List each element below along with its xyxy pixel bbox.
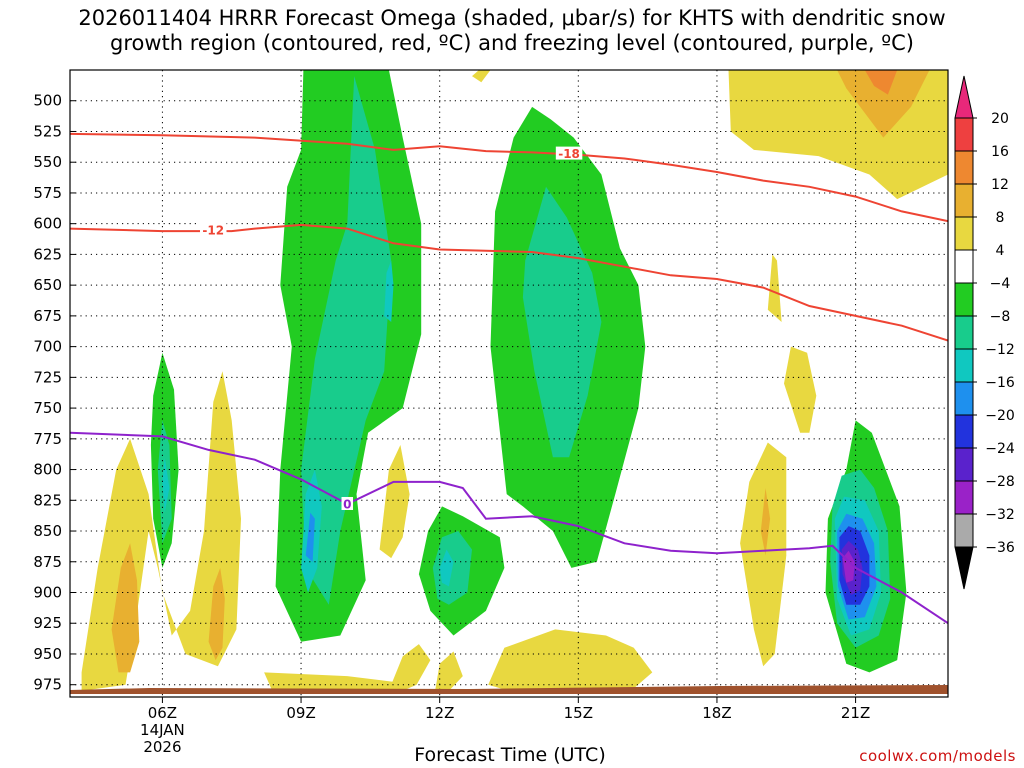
x-tick-label-21Z: 21Z [841,704,870,722]
omega-fill-neg-8-12 [522,186,602,458]
omega-fill-pos-4-8 [264,672,417,694]
colorbar-label: −24 [985,441,1015,457]
colorbar-label: −28 [985,474,1015,490]
isotherm-contours: -18 -12 0 [70,132,948,625]
omega-fill-pos-8-12 [208,567,225,661]
omega-fill-pos-4-8 [767,254,782,322]
x-tick-label-09Z: 09Z [286,704,315,722]
omega-fill-pos-4-8 [391,644,431,685]
colorbar-label: 12 [991,177,1009,193]
x-tick-label-12Z: 12Z [425,704,454,722]
omega-fill-neg-12-16 [384,260,394,322]
y-tick-label-500: 500 [33,92,62,110]
colorbar-arrow-bottom [954,546,974,590]
colorbar: 20 16 12 8 4 −4 −8 −12 −16 −20 −24 −28 −32 −36 [954,75,1015,590]
colorbar-bin [954,249,974,284]
isotherm-label--12: -12 [202,223,224,237]
colorbar-label: −8 [990,309,1011,325]
omega-fill-neg-16-20 [305,512,315,562]
omega-fill-neg-12-16 [439,549,454,587]
y-tick-label-725: 725 [33,368,62,386]
omega-fill-pos-4-8 [740,442,787,667]
credit-link[interactable]: coolwx.com/models [859,747,1016,765]
omega-fill-pos-8-12 [837,70,930,138]
y-tick-label-950: 950 [33,645,62,663]
isotherm-line-0 [70,431,948,625]
colorbar-bin [954,480,974,515]
y-tick-label-525: 525 [33,122,62,140]
omega-fill-pos-4-8 [472,70,491,83]
y-tick-label-700: 700 [33,338,62,356]
colorbar-label: −12 [985,342,1015,358]
colorbar-bin [954,414,974,449]
y-tick-label-925: 925 [33,614,62,632]
colorbar-arrow-top [954,75,974,119]
omega-fill-neg-12-16 [162,457,170,513]
omega-fill-neg-8-12 [432,531,472,605]
colorbar-bin [954,447,974,482]
y-tick-label-850: 850 [33,522,62,540]
colorbar-label: −20 [985,408,1015,424]
colorbar-bin [954,513,974,548]
omega-fill-neg-8-12 [301,76,392,605]
colorbar-bin [954,150,974,185]
x-tick-label-18Z: 18Z [702,704,731,722]
colorbar-bin [954,117,974,152]
plot-frame [69,69,949,698]
y-tick-label-550: 550 [33,153,62,171]
colorbar-bin [954,282,974,317]
colorbar-label: 20 [991,111,1009,127]
y-tick-label-775: 775 [33,430,62,448]
y-tick-label-600: 600 [33,215,62,233]
isotherm-label-0: 0 [343,497,351,511]
colorbar-label: 4 [996,243,1005,259]
omega-fill-pos-8-12 [760,488,771,556]
x-tick-label-15Z: 15Z [564,704,593,722]
x-tick-sublabel: 2026 [143,738,181,756]
omega-fill-pos-4-8 [379,445,410,559]
colorbar-label: 8 [996,210,1005,226]
colorbar-label: 16 [991,144,1009,160]
colorbar-bin [954,348,974,383]
y-tick-label-625: 625 [33,245,62,263]
isotherm-line--12 [70,223,948,342]
y-tick-label-575: 575 [33,184,62,202]
omega-fill-pos-4-8 [488,629,653,691]
colorbar-label: −4 [990,276,1011,292]
colorbar-bin [954,315,974,350]
chart-title: 2026011404 HRRR Forecast Omega (shaded, … [78,6,946,55]
omega-fill-pos-8-12 [111,543,140,673]
y-tick-label-900: 900 [33,584,62,602]
isotherm-label-bg [200,222,227,236]
colorbar-label: −32 [985,507,1015,523]
omega-fill-pos-4-8 [784,346,817,433]
ground-strip [70,685,948,694]
omega-fill-pos-4-8 [435,651,463,691]
colorbar-bin [954,183,974,218]
colorbar-bin [954,216,974,251]
isotherm-label-bg [555,146,583,160]
y-axis: 500 525 550 575 600 625 650 675 700 725 750 775 800 8… [33,92,76,694]
isotherm-label--18: -18 [558,147,580,161]
omega-shading [81,70,948,694]
ground-fill [70,685,948,694]
grid [70,70,948,697]
y-tick-label-750: 750 [33,399,62,417]
colorbar-label: −16 [985,375,1015,391]
y-tick-label-975: 975 [33,676,62,694]
omega-fill-pos-12-16 [864,70,898,95]
colorbar-bin [954,381,974,416]
y-tick-label-800: 800 [33,461,62,479]
x-tick-sublabel: 14JAN [140,721,185,739]
x-tick-label-06Z: 06Z [148,704,177,722]
x-axis-label: Forecast Time (UTC) [414,744,606,766]
y-tick-label-875: 875 [33,553,62,571]
y-tick-label-825: 825 [33,491,62,509]
isotherm-label-bg [341,496,354,510]
y-tick-label-675: 675 [33,307,62,325]
y-tick-label-650: 650 [33,276,62,294]
colorbar-label: −36 [985,540,1015,556]
